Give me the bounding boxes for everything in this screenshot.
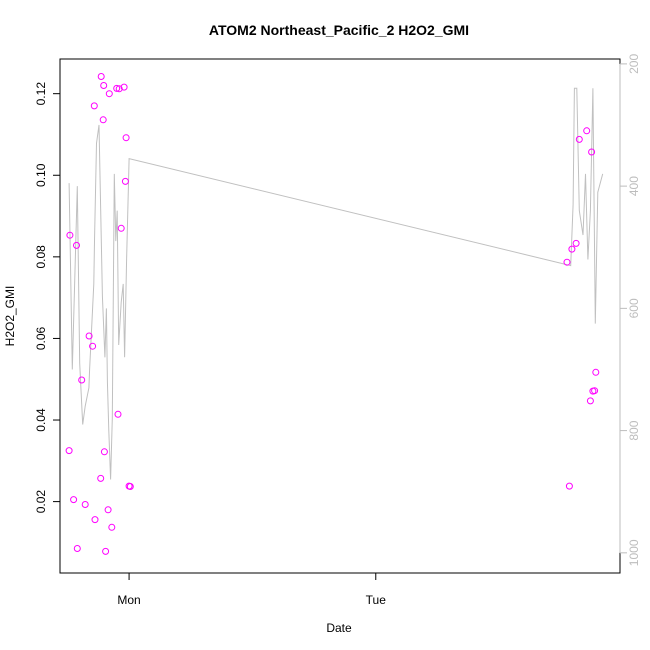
y-axis-label: H2O2_GMI: [3, 286, 17, 347]
y-tick-label: 0.10: [34, 163, 48, 187]
data-point: [100, 448, 108, 456]
data-point: [565, 482, 573, 490]
data-point: [592, 368, 600, 376]
data-point: [575, 135, 583, 143]
y-tick-label: 0.12: [34, 82, 48, 106]
data-point: [66, 231, 74, 239]
data-point: [70, 496, 78, 504]
x-axis: Mon Tue: [117, 572, 387, 607]
data-point: [563, 258, 571, 266]
right-tick-label: 600: [627, 298, 641, 318]
data-point: [105, 90, 113, 98]
data-point: [99, 116, 107, 124]
data-point: [108, 523, 116, 531]
data-point: [588, 148, 596, 156]
data-point: [91, 516, 99, 524]
right-tick-label: 1000: [627, 539, 641, 566]
data-point: [97, 474, 105, 482]
y-tick-label: 0.04: [34, 408, 48, 432]
data-point: [120, 83, 128, 91]
data-point: [97, 73, 105, 80]
y-tick-label: 0.08: [34, 245, 48, 269]
data-point: [90, 102, 98, 110]
data-point: [113, 84, 121, 92]
data-point: [85, 332, 93, 340]
data-point: [65, 447, 73, 455]
series-line: [68, 87, 604, 480]
right-tick-label: 200: [627, 54, 641, 74]
data-point: [73, 545, 81, 552]
data-point: [104, 506, 112, 514]
right-tick-label: 800: [627, 420, 641, 440]
data-point: [102, 547, 110, 555]
data-point: [115, 85, 123, 93]
data-point: [81, 501, 89, 508]
data-point: [89, 342, 97, 350]
y-tick-label: 0.06: [34, 326, 48, 350]
y-axis-right: 200 400 600 800 1000: [619, 54, 641, 566]
plot-area: [65, 73, 604, 555]
data-point: [121, 177, 129, 185]
data-point: [572, 239, 580, 247]
data-point: [568, 245, 576, 253]
right-tick-label: 400: [627, 176, 641, 196]
y-tick-label: 0.02: [34, 490, 48, 514]
x-tick-label: Tue: [366, 593, 387, 607]
data-point: [126, 483, 134, 490]
data-point: [100, 82, 108, 89]
data-point: [78, 376, 86, 384]
data-point: [73, 241, 80, 249]
x-tick-label: Mon: [117, 593, 140, 607]
data-point: [117, 224, 125, 232]
chart-title: ATOM2 Northeast_Pacific_2 H2O2_GMI: [209, 22, 469, 38]
data-point: [122, 134, 130, 142]
data-point: [591, 387, 599, 395]
plot-frame: [59, 58, 621, 574]
data-point: [583, 127, 591, 135]
y-axis: 0.02 0.04 0.06 0.08 0.10 0.12: [34, 82, 61, 514]
x-axis-label: Date: [326, 621, 352, 635]
data-point: [586, 397, 594, 405]
data-point: [114, 410, 122, 418]
